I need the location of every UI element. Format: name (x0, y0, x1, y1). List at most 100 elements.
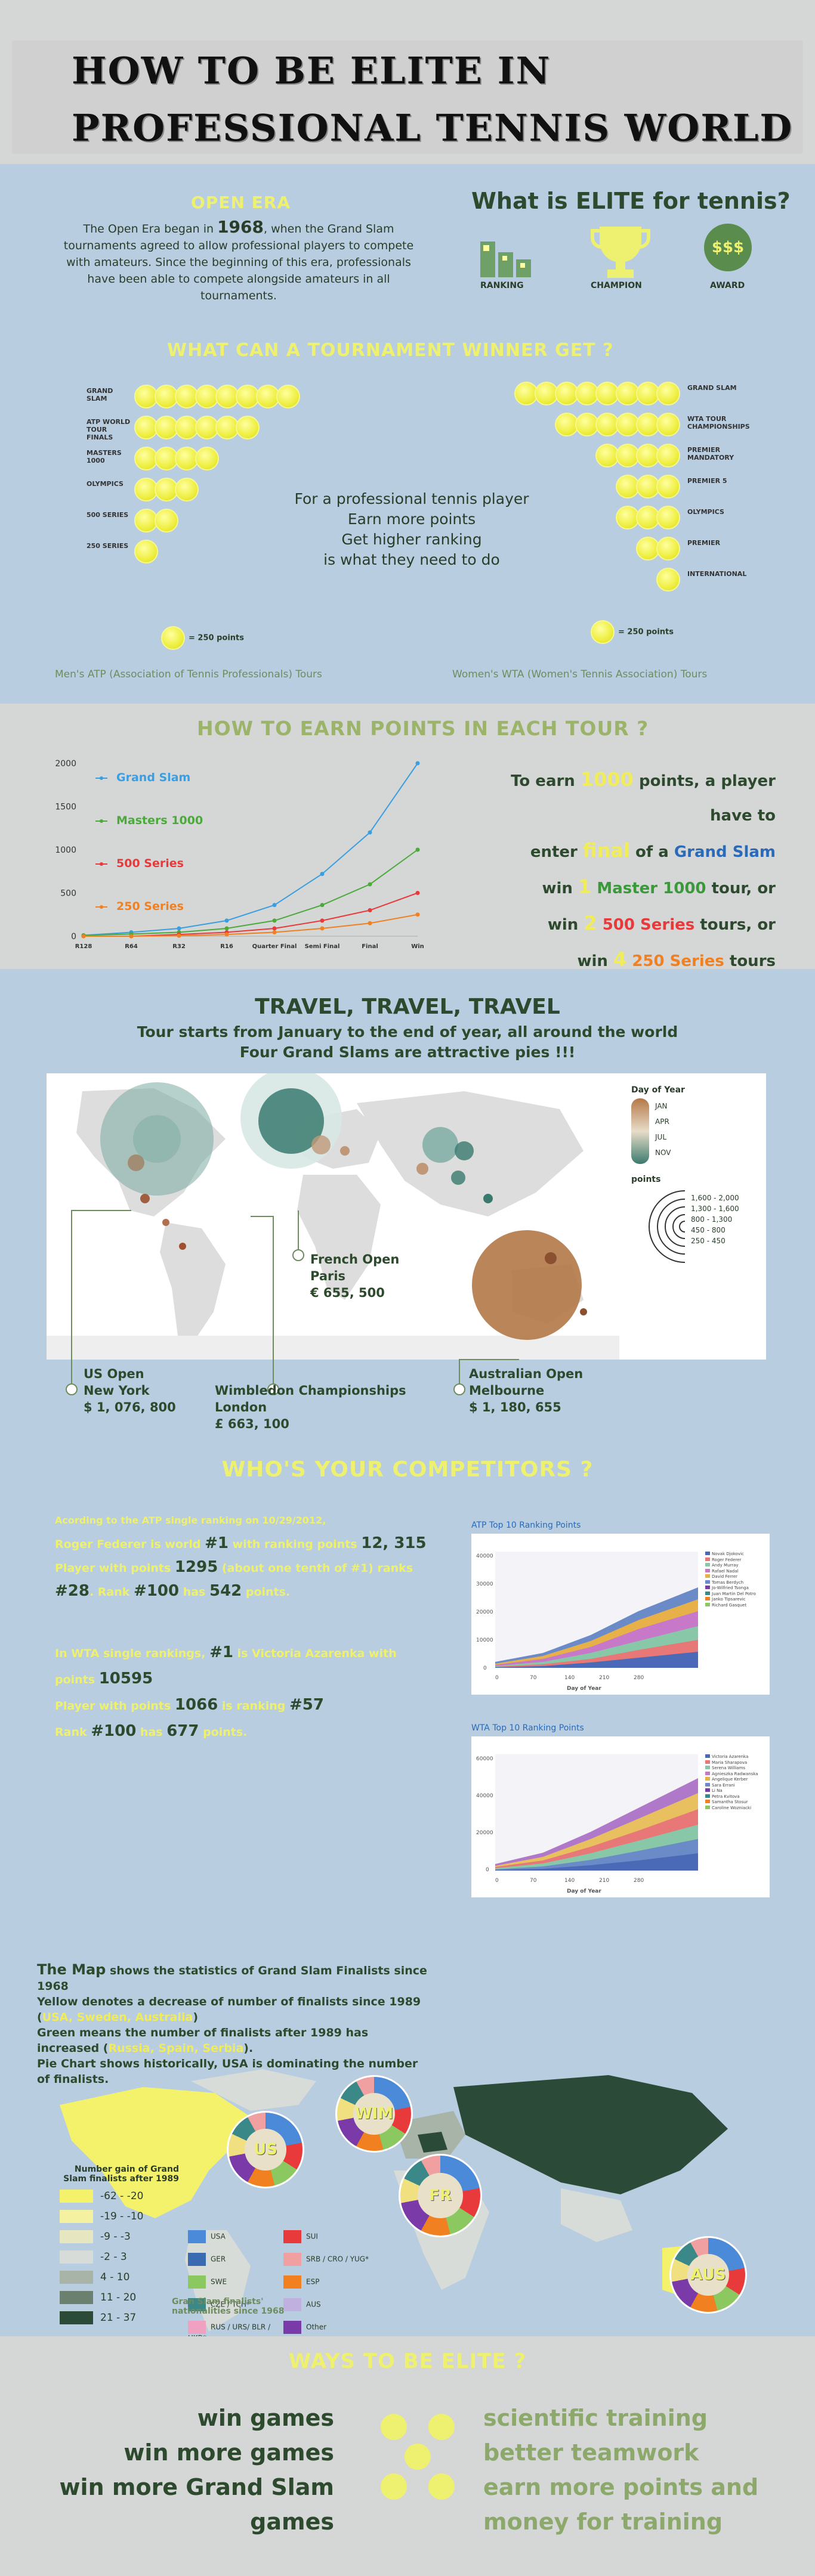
legend-label: Grand Slam (116, 771, 190, 784)
legend-label: Tomas Berdych (712, 1580, 744, 1585)
fact-value: #1 (209, 1643, 233, 1661)
data-point (177, 933, 181, 938)
gain-bin: -2 - 3 (60, 2250, 179, 2271)
atp-tour-label: MASTERS 1000 (87, 449, 122, 465)
nation-swatch (188, 2298, 206, 2311)
fact-value: #28 (55, 1582, 89, 1600)
travel-sub1: Tour starts from January to the end of y… (137, 1023, 678, 1041)
earn-line-3-end: tours, or (694, 916, 776, 934)
series-line (83, 849, 418, 936)
title-frame (12, 41, 803, 154)
coin-icon (555, 413, 579, 436)
fact-text: shows the statistics of Grand Slam Final… (37, 1964, 427, 1993)
nation-legend-entry: Other (283, 2321, 379, 2342)
wta-xtick: 0 (495, 1878, 499, 1884)
wta-coin-legend-text: = 250 points (618, 627, 674, 637)
data-point (415, 761, 420, 766)
chart-legend-entry: Janko Tipsarevic (705, 1597, 756, 1603)
atp-fact-2: Player with points 1295 (about one tenth… (55, 1556, 437, 1580)
way-right-3: money for training (483, 2509, 723, 2535)
earn-line-3-pre: win (547, 916, 584, 934)
points-legend: points 1,600 - 2,000 1,300 - 1,600 800 -… (631, 1175, 762, 1263)
atp-xtick: 70 (530, 1675, 537, 1681)
day-legend-title: Day of Year (631, 1085, 685, 1095)
chart-legend-entry: Victoria Azarenka (705, 1754, 758, 1760)
tennis-balls-icon (381, 2414, 455, 2500)
way-right-1: better teamwork (483, 2439, 699, 2466)
series-line (84, 914, 418, 937)
gain-label: -9 - -3 (100, 2231, 131, 2243)
gain-swatch (60, 2250, 93, 2264)
center-line-3: Get higher ranking (341, 531, 482, 548)
ways-right: scientific training better teamwork earn… (483, 2401, 794, 2539)
atp-fact-0: Acording to the ATP single ranking on 10… (55, 1509, 437, 1532)
pie-us-label: US (245, 2129, 286, 2171)
nation-swatch (188, 2321, 206, 2334)
fact-value: #100 (134, 1582, 180, 1600)
data-point (368, 830, 372, 835)
nation-legend-entry: SWE (188, 2275, 283, 2289)
nation-label: AUS (306, 2300, 321, 2309)
finalists-text-2: Green means the number of finalists afte… (37, 2025, 431, 2056)
fact-value: 1295 (174, 1558, 218, 1576)
fact-value: 542 (209, 1582, 242, 1600)
page-title-line1: HOW TO BE ELITE IN (72, 49, 551, 92)
coin-icon (656, 413, 680, 436)
finalists-section: The Map shows the statistics of Grand Sl… (0, 1962, 815, 2342)
slam-city: New York (84, 1383, 150, 1398)
center-line-1: For a professional tennis player (294, 490, 529, 507)
nation-label: SRB / CRO / YUG* (306, 2255, 369, 2264)
atp-tour-label: 500 SERIES (87, 511, 129, 519)
pie-australian-open: AUS (669, 2236, 747, 2314)
atp-chart-plot: 40000 30000 20000 10000 0 0 70 140 210 2… (471, 1534, 770, 1695)
slam-name: US Open (84, 1367, 144, 1381)
legend-swatch (705, 1552, 710, 1555)
legend-label: Li Na (712, 1788, 723, 1793)
month-jul: JUL (655, 1133, 667, 1141)
pie-french-open: FR (399, 2154, 482, 2237)
earn-line-0: To earn 1000 points, a player have to (477, 762, 776, 833)
elite-label-champion: CHAMPION (591, 281, 642, 290)
legend-swatch (705, 1754, 710, 1758)
legend-label: Juan Martin Del Potro (712, 1591, 756, 1596)
legend-label: Andy Murray (712, 1563, 739, 1568)
gain-swatch (60, 2210, 93, 2223)
travel-section: TRAVEL, TRAVEL, TRAVEL Tour starts from … (0, 978, 815, 1443)
coin-icon (155, 478, 178, 501)
pie-aus-label: AUS (687, 2254, 729, 2296)
nation-legend-entry: AUS (283, 2298, 379, 2311)
fact-text: is ranking (218, 1699, 289, 1713)
winner-center-text: For a professional tennis player Earn mo… (257, 489, 567, 570)
ways-section: WAYS TO BE ELITE ? win games win more ga… (0, 2336, 815, 2576)
wta-legend: Victoria Azarenka Maria Sharapova Serena W… (705, 1754, 758, 1811)
atp-ytick: 20000 (476, 1609, 493, 1615)
gain-bin: 21 - 37 (60, 2311, 179, 2332)
earn-text: To earn 1000 points, a player have to en… (477, 762, 776, 979)
pie-wim-label: WIM (353, 2093, 395, 2135)
coin-icon (215, 385, 239, 408)
way-left-3: games (250, 2509, 334, 2535)
nation-legend-entry: ESP (283, 2275, 379, 2289)
legend-swatch (705, 1766, 710, 1769)
earn-line-1-tail: Grand Slam (674, 843, 776, 861)
open-era-section: OPEN ERA The Open Era began in 1968, whe… (0, 164, 815, 701)
legend-label: Agnieszka Radwanska (712, 1771, 758, 1776)
open-era-text-pre: The Open Era began in (83, 222, 218, 236)
gain-label: 21 - 37 (100, 2312, 137, 2324)
series-line (83, 763, 418, 936)
fact-text: . Rank (89, 1586, 134, 1599)
coin-icon (535, 382, 558, 405)
fact-value: 1066 (174, 1696, 218, 1714)
points-rings (649, 1190, 685, 1263)
legend-label: Rafael Nadal (712, 1568, 739, 1574)
earn-line-2-pre: win (542, 880, 578, 897)
gain-swatch (60, 2190, 93, 2203)
wta-tour-label: INTERNATIONAL (687, 570, 747, 578)
legend-marker (100, 776, 103, 780)
wta-stacked-area: 60000 40000 20000 0 0 70 140 210 280 Day… (476, 1754, 698, 1894)
legend-marker (100, 862, 103, 866)
fact-text: Rank (55, 1726, 91, 1739)
gain-label: 11 - 20 (100, 2292, 137, 2303)
wta-coin-row (514, 382, 680, 408)
coin-icon (155, 509, 178, 532)
